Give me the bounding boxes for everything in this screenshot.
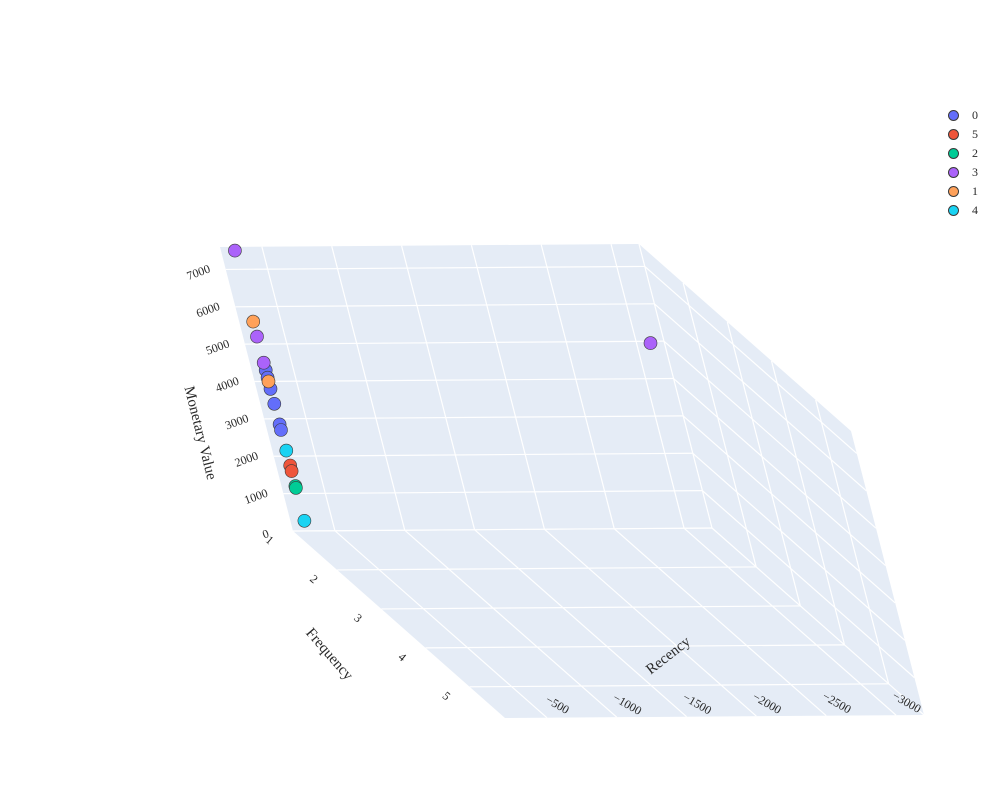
back-grid-x — [331, 246, 406, 531]
z-tick-label: 2000 — [233, 448, 260, 469]
back-grid-z — [244, 340, 664, 345]
right-grid-z — [711, 527, 925, 716]
right-wall-pane — [638, 243, 925, 716]
data-point-cluster-3[interactable] — [228, 243, 242, 258]
back-wall-fill — [220, 244, 712, 531]
data-point-cluster-0[interactable] — [267, 396, 282, 411]
floor-grid-y — [425, 644, 845, 649]
back-grid-z — [292, 527, 713, 532]
right-grid-y — [682, 282, 757, 568]
z-axis-title: Monetary Value — [181, 385, 220, 482]
legend-swatch — [948, 205, 959, 216]
data-point-cluster-4[interactable] — [279, 443, 294, 458]
back-grid-x — [470, 245, 545, 530]
back-grid-z — [283, 490, 703, 495]
back-grid-z — [254, 377, 674, 383]
data-point-cluster-3[interactable] — [250, 329, 264, 344]
right-grid-y — [638, 243, 713, 529]
right-grid-z — [682, 415, 896, 604]
data-point-cluster-4[interactable] — [297, 513, 312, 528]
legend-item-5[interactable]: 5 — [948, 125, 978, 144]
legend-item-3[interactable]: 3 — [948, 163, 978, 182]
right-grid-z — [653, 303, 867, 492]
y-tick-label: 5 — [440, 689, 454, 704]
legend-label: 3 — [972, 165, 978, 179]
legend-label: 1 — [972, 184, 978, 198]
right-grid-y — [815, 399, 890, 684]
right-grid-y — [770, 360, 846, 646]
z-tick-label: 3000 — [223, 411, 250, 432]
data-point-cluster-0[interactable] — [274, 423, 288, 437]
legend: 0 5 2 3 1 4 — [948, 106, 978, 220]
z-tick-label: 6000 — [194, 299, 221, 320]
legend-item-2[interactable]: 2 — [948, 144, 978, 163]
floor-grid-y — [469, 683, 889, 688]
right-grid-z — [692, 452, 906, 641]
data-point-cluster-2[interactable] — [289, 481, 303, 495]
right-grid-z — [663, 340, 877, 529]
y-tick-label: 4 — [396, 650, 410, 665]
floor-grid-y — [337, 566, 757, 571]
legend-label: 4 — [972, 203, 978, 217]
back-grid-x — [400, 245, 476, 530]
data-point-cluster-3[interactable] — [256, 355, 271, 370]
right-grid-y — [726, 321, 801, 607]
legend-swatch — [948, 167, 959, 178]
back-grid-z — [235, 303, 655, 308]
z-tick-label: 5000 — [204, 336, 231, 357]
legend-label: 2 — [972, 146, 978, 160]
y-tick-label: 3 — [351, 611, 365, 626]
right-wall-fill — [639, 244, 924, 715]
legend-item-1[interactable]: 1 — [948, 182, 978, 201]
data-point-cluster-1[interactable] — [261, 374, 276, 389]
data-point-cluster-5[interactable] — [284, 464, 299, 478]
legend-item-0[interactable]: 0 — [948, 106, 978, 125]
back-grid-z — [225, 265, 645, 271]
legend-label: 0 — [972, 108, 978, 122]
floor-fill — [293, 528, 924, 718]
data-points[interactable] — [228, 243, 658, 528]
legend-swatch — [948, 186, 959, 197]
y-axis-title: Frequency — [302, 625, 356, 684]
data-point-cluster-1[interactable] — [246, 314, 260, 329]
back-grid-z — [264, 415, 684, 420]
back-wall-pane — [220, 244, 713, 532]
right-grid-z — [673, 378, 886, 566]
legend-item-4[interactable]: 4 — [948, 201, 978, 220]
legend-swatch — [948, 148, 959, 159]
z-tick-label: 1000 — [242, 486, 269, 507]
back-grid-x — [610, 244, 685, 529]
y-tick-label: 2 — [307, 572, 321, 587]
data-point-cluster-3[interactable] — [643, 336, 658, 350]
z-tick-label: 4000 — [214, 374, 241, 395]
z-tick-label: 0 — [260, 526, 270, 541]
legend-swatch — [948, 110, 959, 121]
right-grid-z — [644, 265, 858, 454]
back-grid-x — [540, 244, 615, 529]
legend-label: 5 — [972, 127, 978, 141]
floor-pane — [292, 527, 924, 719]
right-grid-z — [701, 490, 915, 679]
legend-swatch — [948, 129, 959, 140]
back-grid-z — [273, 452, 693, 457]
z-tick-label: 7000 — [185, 262, 212, 283]
back-grid-x — [261, 246, 336, 531]
floor-grid-y — [381, 605, 801, 610]
